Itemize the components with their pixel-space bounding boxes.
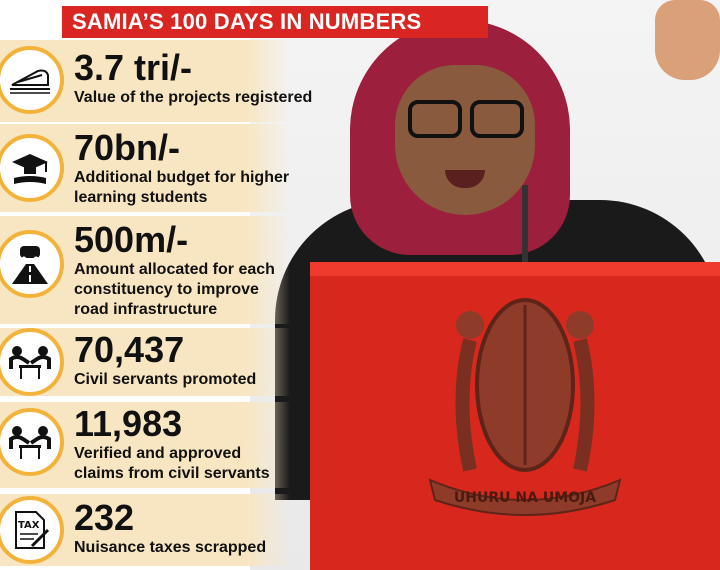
stat-desc-line: Civil servants promoted xyxy=(74,371,257,388)
stat-desc-line: constituency to improve xyxy=(74,281,259,298)
page-title: SAMIA’S 100 DAYS IN NUMBERS xyxy=(72,9,422,34)
podium-top-edge xyxy=(310,262,720,276)
meeting-icon xyxy=(0,408,64,476)
stat-desc-line: Value of the projects registered xyxy=(74,89,313,106)
stat-value: 232 xyxy=(74,497,135,538)
svg-text:TAX: TAX xyxy=(18,520,40,531)
stat-value: 500m/- xyxy=(74,219,189,260)
stat-desc-line: Verified and approved xyxy=(74,445,242,462)
stat-desc-line: road infrastructure xyxy=(74,301,218,318)
stat-item: 70bn/- Additional budget for higher lear… xyxy=(0,124,290,212)
microphone xyxy=(522,185,528,270)
glasses-left-lens xyxy=(408,100,462,138)
stat-item: TAX 232 Nuisance taxes scrapped xyxy=(0,494,290,566)
tax-document-icon: TAX xyxy=(0,496,64,564)
coat-of-arms-emblem: UHURU NA UMOJA xyxy=(428,298,622,516)
stat-item: 3.7 tri/- Value of the projects register… xyxy=(0,40,312,122)
stat-desc-line: learning students xyxy=(74,189,208,206)
stat-desc-line: claims from civil servants xyxy=(74,465,270,482)
emblem-motto: UHURU NA UMOJA xyxy=(454,490,596,506)
raised-hand xyxy=(655,0,720,80)
speaker-photo: UHURU NA UMOJA xyxy=(250,0,720,570)
train-icon xyxy=(0,46,64,114)
speaker-mouth xyxy=(445,170,485,188)
stat-desc-line: Nuisance taxes scrapped xyxy=(74,539,267,556)
stat-item: 70,437 Civil servants promoted xyxy=(0,328,290,396)
speaker-face xyxy=(395,65,535,215)
stat-value: 70bn/- xyxy=(74,127,181,168)
stat-desc-line: Amount allocated for each xyxy=(74,261,275,278)
title-banner: SAMIA’S 100 DAYS IN NUMBERS xyxy=(62,6,488,38)
meeting-icon xyxy=(0,328,64,396)
graduation-cap-icon xyxy=(0,134,64,202)
stat-value: 70,437 xyxy=(74,329,185,370)
stat-item: 500m/- Amount allocated for each constit… xyxy=(0,216,290,324)
stat-item: 11,983 Verified and approved claims from… xyxy=(0,402,290,488)
stat-value: 3.7 tri/- xyxy=(74,47,193,88)
stat-desc-line: Additional budget for higher xyxy=(74,169,290,186)
road-car-icon xyxy=(0,230,64,298)
stat-value: 11,983 xyxy=(74,403,183,444)
glasses-right-lens xyxy=(470,100,524,138)
